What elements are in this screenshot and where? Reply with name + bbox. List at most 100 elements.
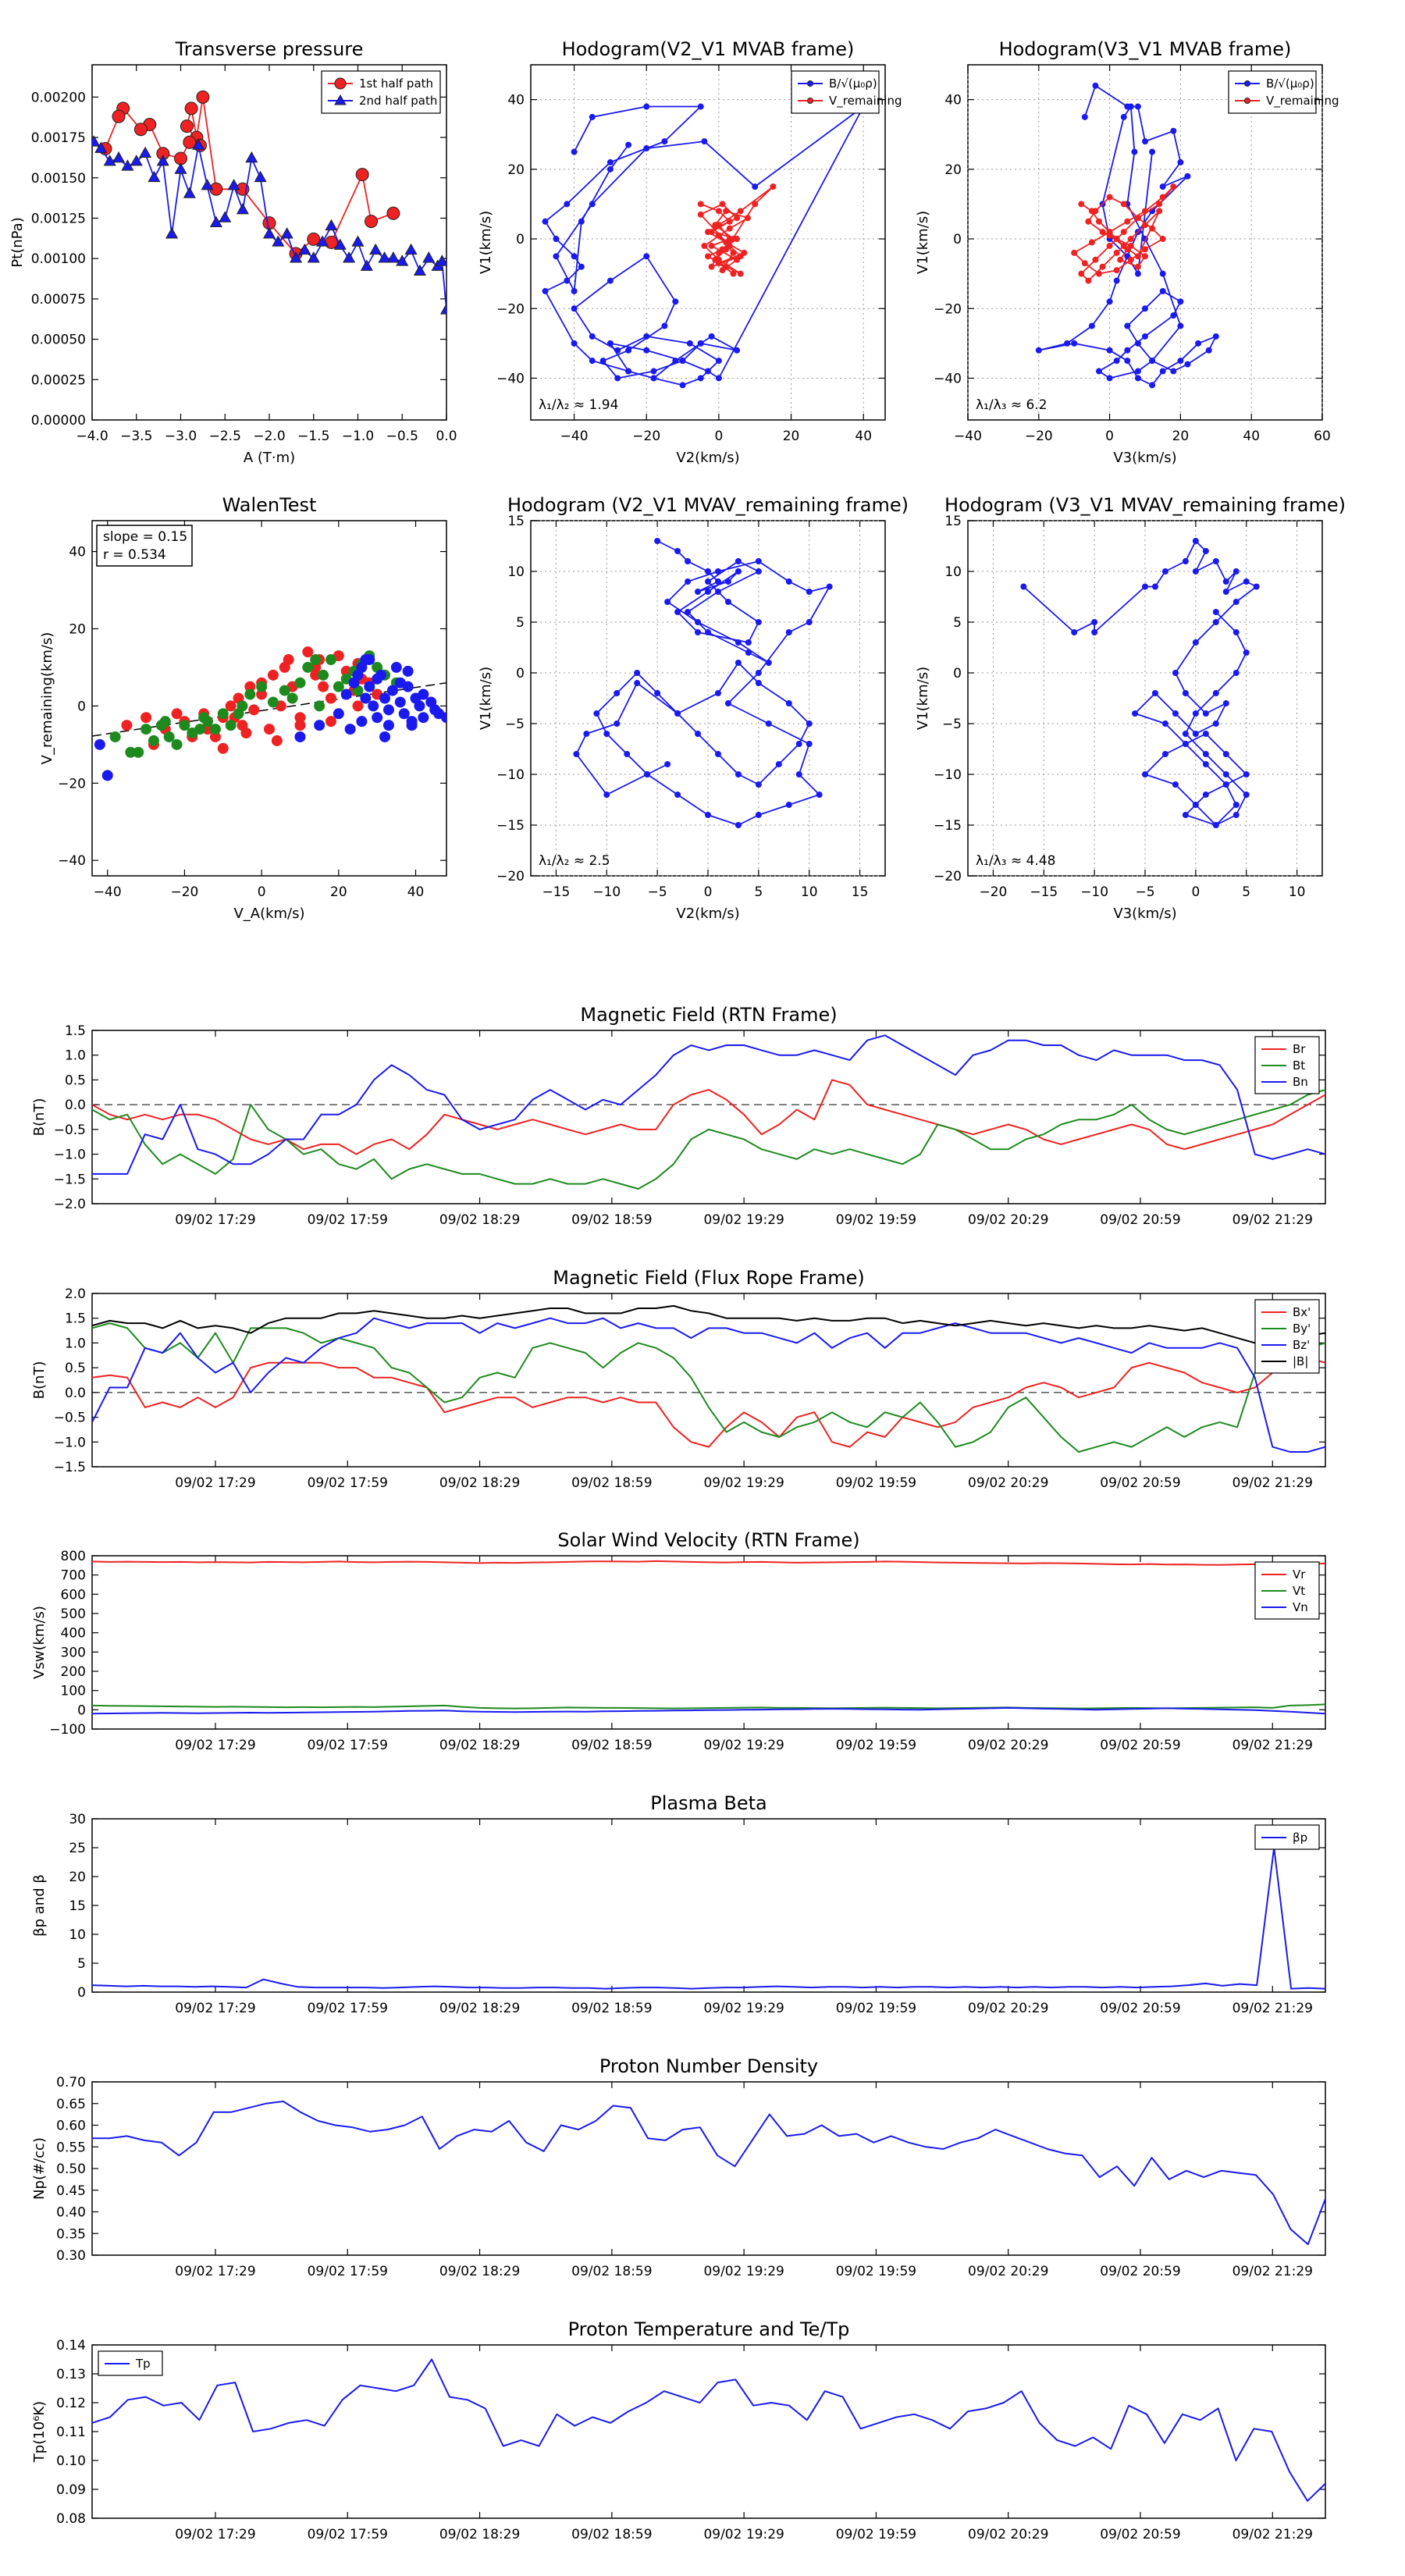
y-tick-label: −40 <box>58 853 86 869</box>
data-point <box>1159 236 1166 243</box>
chart-title: Magnetic Field (Flux Rope Frame) <box>553 1267 864 1289</box>
x-tick-label: 09/02 18:29 <box>439 1475 520 1491</box>
data-point <box>1149 382 1156 389</box>
legend: B/√(μ₀ρ) V_remaining <box>1228 70 1339 114</box>
data-point <box>165 227 179 239</box>
y-tick-label: 0.35 <box>56 2226 86 2242</box>
x-tick-label: −15 <box>542 884 570 900</box>
data-point <box>634 670 641 676</box>
legend-label: βp <box>1293 1831 1307 1845</box>
data-point <box>225 720 237 731</box>
data-point <box>394 677 406 688</box>
plot-frame <box>91 2344 1326 2519</box>
data-point <box>737 270 744 277</box>
y-tick-label: −20 <box>934 301 962 317</box>
data-point <box>404 243 418 255</box>
data-point <box>1120 242 1127 249</box>
data-point <box>705 589 711 595</box>
data-point <box>248 704 260 716</box>
legend: Vr Vt Vn <box>1254 1561 1320 1620</box>
plot-frame <box>91 520 447 877</box>
data-point <box>735 639 742 646</box>
data-point <box>564 277 571 284</box>
x-tick-label: 09/02 17:59 <box>308 1475 388 1491</box>
data-point <box>372 712 383 724</box>
data-point <box>94 141 108 153</box>
data-point <box>755 812 762 818</box>
x-tick-label: −40 <box>954 429 982 444</box>
plot-frame <box>91 1818 1326 1993</box>
y-axis-label: V_remaining(km/s) <box>39 632 55 765</box>
y-tick-label: 5 <box>953 615 962 631</box>
chart-title: Hodogram(V2_V1 MVAB frame) <box>562 38 855 60</box>
data-point <box>1182 812 1189 818</box>
data-point <box>289 251 303 263</box>
plot-frame <box>91 64 447 421</box>
data-point <box>280 227 293 239</box>
data-point <box>325 654 336 666</box>
data-point <box>174 162 187 174</box>
y-tick-label: −0.5 <box>54 1411 86 1426</box>
y-tick-label: 10 <box>69 1927 86 1943</box>
data-point <box>1081 260 1088 267</box>
data-point <box>439 303 446 315</box>
x-tick-label: −40 <box>94 884 122 900</box>
data-point <box>735 568 742 575</box>
data-point <box>715 222 722 229</box>
data-point <box>705 812 711 818</box>
legend-box <box>1254 1824 1320 1850</box>
data-point <box>272 235 285 247</box>
data-point <box>571 253 578 260</box>
series-line-21 <box>92 1706 1325 1715</box>
data-point <box>1106 375 1113 382</box>
data-point <box>755 781 762 788</box>
y-tick-label: −20 <box>496 301 525 317</box>
data-point <box>1159 270 1166 277</box>
y-tick-label: 0 <box>516 232 525 247</box>
data-point <box>1134 368 1141 375</box>
x-tick-label: 0 <box>258 884 266 900</box>
plot-frame <box>530 64 886 421</box>
x-tick-label: 09/02 19:59 <box>836 1475 916 1491</box>
data-point <box>1202 548 1209 554</box>
x-tick-label: 60 <box>1314 429 1331 444</box>
chart-title: Proton Temperature and Te/Tp <box>568 2318 850 2340</box>
data-point <box>643 253 650 260</box>
data-point <box>1142 583 1148 590</box>
chart-frfield: Magnetic Field (Flux Rope Frame) 09/02 17… <box>31 1267 1326 1491</box>
data-point <box>441 712 446 724</box>
data-point <box>1092 208 1099 215</box>
data-point <box>714 578 721 585</box>
data-point <box>571 287 578 294</box>
data-point <box>1142 333 1148 340</box>
data-point <box>130 155 143 166</box>
data-point <box>307 251 320 263</box>
data-point <box>1117 256 1124 263</box>
x-tick-label: 0 <box>1191 884 1200 900</box>
data-point <box>578 263 585 270</box>
annotation-text: λ₁/λ₂ ≈ 1.94 <box>539 397 618 413</box>
y-tick-label: 40 <box>507 93 525 109</box>
y-tick-label: −15 <box>934 818 962 834</box>
x-tick-label: 09/02 20:29 <box>968 2001 1048 2016</box>
x-tick-label: 09/02 17:29 <box>175 2001 255 2016</box>
x-tick-label: 09/02 19:29 <box>703 2001 784 2016</box>
data-point <box>1142 771 1148 777</box>
data-point <box>364 681 375 692</box>
data-point <box>593 710 600 717</box>
x-tick-label: 09/02 19:59 <box>836 1212 916 1228</box>
data-point <box>1071 340 1078 347</box>
data-point <box>674 710 681 717</box>
legend-label: By' <box>1293 1322 1311 1336</box>
y-tick-label: 0.45 <box>56 2183 86 2199</box>
x-tick-label: 09/02 19:59 <box>836 1738 916 1753</box>
x-tick-label: 09/02 17:59 <box>308 1212 388 1228</box>
series-group <box>92 2358 1325 2502</box>
data-point <box>806 741 813 747</box>
series-group <box>573 538 833 828</box>
data-point <box>1035 347 1042 354</box>
y-axis-label: B(nT) <box>31 1098 48 1137</box>
chart-title: Hodogram (V3_V1 MVAV_remaining frame) <box>944 494 1346 516</box>
x-axis-label: V3(km/s) <box>1113 906 1176 922</box>
y-tick-label: 1.5 <box>65 1023 86 1039</box>
